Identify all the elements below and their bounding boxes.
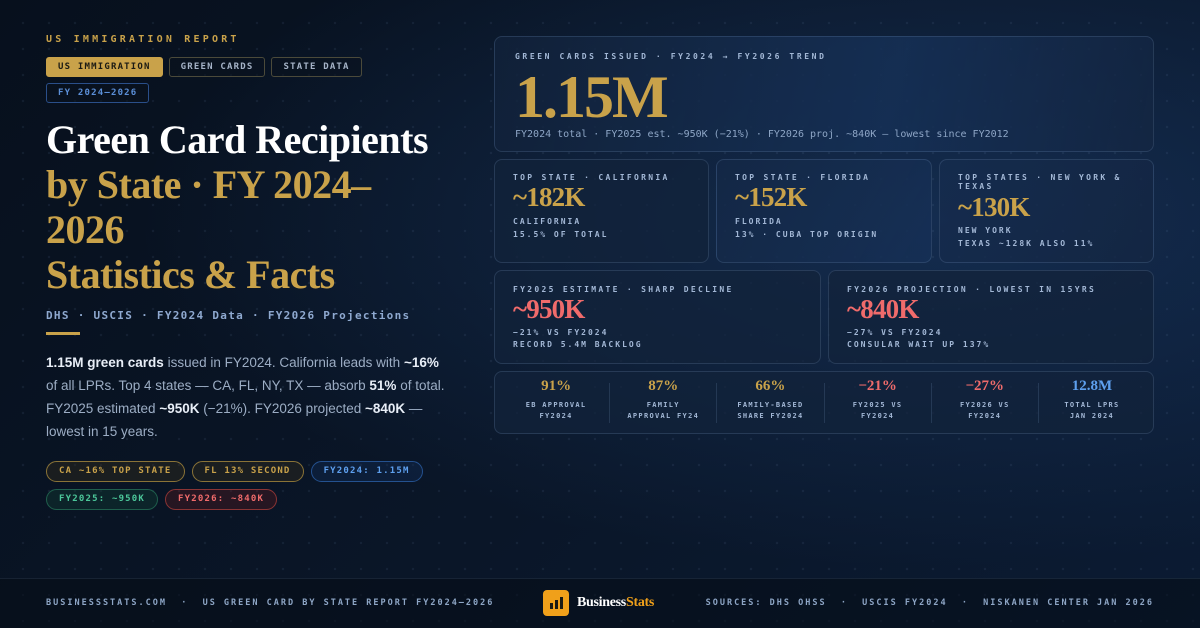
pill-fl-second[interactable]: FL 13% SECOND [191,461,304,482]
metric-value: 91% [541,377,572,394]
summary-highlight: ~840K [364,401,406,416]
summary-highlight: ~16% [403,355,439,370]
metrics-strip: 91% EB APPROVAL FY2024 87% FAMILY APPROVAL… [494,371,1154,434]
summary-text: (−21%). FY2026 projected [199,401,365,416]
state-card-california: TOP STATE · CALIFORNIA ~182K CALIFORNIA … [494,159,709,263]
projection-value: ~950K [513,294,585,324]
brand-logo-link[interactable]: BusinessStats [543,590,654,616]
state-card-line-1: CALIFORNIA [513,217,582,226]
brand-name-part-1: Business [577,595,626,610]
projection-line-2: RECORD 5.4M BACKLOG [513,340,643,349]
summary-text: issued in FY2024. California leads with [163,355,404,370]
metric-label-line-1: FAMILY [646,400,680,409]
state-card-label: TOP STATES · NEW YORK & TEXAS [958,173,1122,191]
tag-state-data[interactable]: STATE DATA [271,57,362,77]
state-card-value: ~152K [735,182,807,212]
metric-label: TOTAL LPRS JAN 2024 [1039,400,1145,422]
state-card-line-2: 15.5% OF TOTAL [513,230,609,239]
metric-value: 12.8M [1071,377,1113,394]
metric-fy2025-change: −21% FY2025 VS FY2024 [825,378,932,423]
metric-value: 66% [755,377,786,394]
metric-fy2026-change: −27% FY2026 VS FY2024 [932,378,1039,423]
metric-label-line-1: FAMILY-BASED [737,400,804,409]
state-card-new-york-texas: TOP STATES · NEW YORK & TEXAS ~130K NEW … [939,159,1154,263]
hero-label: GREEN CARDS ISSUED · FY2024 → FY2026 TRE… [515,52,827,61]
metric-family-share: 66% FAMILY-BASED SHARE FY2024 [717,378,825,423]
state-card-line-2: TEXAS ~128K ALSO 11% [958,239,1095,248]
summary-highlight: ~950K [159,401,200,416]
metric-label-line-2: APPROVAL FY24 [627,411,700,420]
pill-fy2026[interactable]: FY2026: ~840K [165,489,278,510]
summary-text: of total. FY2025 estimated [46,378,445,416]
metric-label: FAMILY APPROVAL FY24 [610,400,716,422]
projection-label: FY2026 PROJECTION · LOWEST IN 15YRS [847,285,1097,294]
metric-label-line-2: FY2024 [539,411,573,420]
state-card-florida: TOP STATE · FLORIDA ~152K FLORIDA 13% · … [716,159,932,263]
pill-fy2025[interactable]: FY2025: ~950K [46,489,159,510]
summary-text: — lowest in 15 years. [46,401,423,439]
metric-label: FY2025 VS FY2024 [825,400,931,422]
metric-label: FY2026 VS FY2024 [932,400,1038,422]
tag-fiscal-years[interactable]: FY 2024–2026 [46,83,150,103]
metric-value: −21% [858,377,897,394]
metric-label-line-1: FY2025 VS [852,400,903,409]
summary-highlight: 51% [369,378,397,393]
metric-label-line-1: EB APPROVAL [525,400,587,409]
tag-us-immigration[interactable]: US IMMIGRATION [46,57,163,77]
intro-column: US IMMIGRATION REPORT US IMMIGRATION GRE… [46,34,456,510]
projection-value: ~840K [847,294,919,324]
brand-name: BusinessStats [577,595,654,611]
state-card-line-1: NEW YORK [958,226,1013,235]
footer: BUSINESSSTATS.COM · US GREEN CARD BY STA… [0,578,1200,628]
report-eyebrow: US IMMIGRATION REPORT [46,34,240,45]
metric-eb-approval: 91% EB APPROVAL FY2024 [503,378,611,423]
hero-value: 1.15M [515,64,669,130]
summary-text: of all LPRs. Top 4 states — CA, FL, NY, … [46,378,370,393]
state-card-line-2: 13% · CUBA TOP ORIGIN [735,230,879,239]
brand-name-part-2: Stats [625,595,655,610]
source-subtitle: DHS · USCIS · FY2024 Data · FY2026 Proje… [46,309,411,322]
summary-highlight: 1.15M green cards [46,355,164,370]
title-line-4: Statistics & Facts [46,252,335,297]
metric-value: −27% [965,377,1005,394]
summary-paragraph: 1.15M green cards issued in FY2024. Cali… [46,351,446,443]
hero-stat-card: GREEN CARDS ISSUED · FY2024 → FY2026 TRE… [494,36,1154,152]
metric-label-line-2: FY2024 [861,411,895,420]
pill-fy2024[interactable]: FY2024: 1.15M [310,461,423,482]
key-stat-pills: CA ~16% TOP STATE FL 13% SECOND FY2024: … [46,461,446,510]
metric-family-approval: 87% FAMILY APPROVAL FY24 [610,378,718,423]
state-card-value: ~130K [958,192,1030,222]
projection-line-1: −21% VS FY2024 [513,328,609,337]
footer-site-info: BUSINESSSTATS.COM · US GREEN CARD BY STA… [46,598,495,608]
hero-note: FY2024 total · FY2025 est. ~950K (−21%) … [515,129,1009,140]
state-card-line-1: FLORIDA [735,217,783,226]
footer-sources: SOURCES: DHS OHSS · USCIS FY2024 · NISKA… [705,598,1154,608]
projection-card-fy2025: FY2025 ESTIMATE · SHARP DECLINE ~950K −2… [494,270,821,364]
metric-label: EB APPROVAL FY2024 [503,400,609,422]
projection-line-2: CONSULAR WAIT UP 137% [847,340,991,349]
metric-value: 87% [648,377,679,394]
category-tags: US IMMIGRATION GREEN CARDS STATE DATA FY… [46,57,376,103]
state-card-label: TOP STATE · FLORIDA [735,173,871,182]
metric-label-line-1: FY2026 VS [959,400,1010,409]
title-line-2: by State · FY 2024– [46,162,371,207]
projection-line-1: −27% VS FY2024 [847,328,943,337]
projection-label: FY2025 ESTIMATE · SHARP DECLINE [513,285,734,294]
tag-green-cards[interactable]: GREEN CARDS [168,57,266,77]
metric-label: FAMILY-BASED SHARE FY2024 [717,400,823,422]
metric-label-line-1: TOTAL LPRS [1064,400,1120,409]
metric-total-lprs: 12.8M TOTAL LPRS JAN 2024 [1039,378,1145,423]
state-card-label: TOP STATE · CALIFORNIA [513,173,670,182]
projection-card-fy2026: FY2026 PROJECTION · LOWEST IN 15YRS ~840… [828,270,1154,364]
state-card-value: ~182K [513,182,585,212]
title-line-3: 2026 [46,207,125,252]
metric-label-line-2: FY2024 [968,411,1002,420]
pill-ca-top-state[interactable]: CA ~16% TOP STATE [46,461,185,482]
page-title: Green Card Recipients by State · FY 2024… [46,117,456,297]
metric-label-line-2: JAN 2024 [1069,411,1114,420]
title-line-1: Green Card Recipients [46,117,429,162]
metric-label-line-2: SHARE FY2024 [737,411,804,420]
bar-chart-icon [543,590,569,616]
accent-divider [46,332,80,335]
